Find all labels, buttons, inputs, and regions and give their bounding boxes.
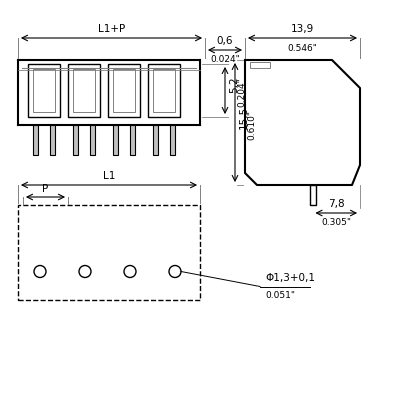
Bar <box>73 69 95 112</box>
Text: 0,6: 0,6 <box>217 36 233 46</box>
Bar <box>108 64 140 117</box>
Bar <box>33 69 55 112</box>
Bar <box>18 205 200 300</box>
Bar <box>113 125 118 155</box>
Bar <box>170 125 175 155</box>
Bar <box>148 64 180 117</box>
Text: L1: L1 <box>103 171 115 181</box>
Text: 0.051": 0.051" <box>265 292 295 300</box>
Bar <box>28 64 60 117</box>
Bar <box>153 69 175 112</box>
Bar <box>310 185 316 205</box>
Text: L1+P: L1+P <box>98 24 125 34</box>
Bar <box>90 125 95 155</box>
Text: 0.305": 0.305" <box>321 218 351 227</box>
Bar <box>73 125 78 155</box>
Text: 5,2: 5,2 <box>229 76 239 93</box>
Text: 0.610": 0.610" <box>247 110 256 140</box>
Bar <box>130 125 135 155</box>
Bar <box>113 69 135 112</box>
Text: 13,9: 13,9 <box>291 24 314 34</box>
Bar <box>250 62 270 68</box>
Text: 0.024": 0.024" <box>210 55 240 64</box>
Bar <box>33 125 38 155</box>
Bar <box>50 125 55 155</box>
Text: Φ1,3+0,1: Φ1,3+0,1 <box>265 272 315 282</box>
Text: 15,5: 15,5 <box>239 106 249 129</box>
Text: 0.204": 0.204" <box>237 78 246 107</box>
Text: 0.546": 0.546" <box>288 44 318 53</box>
Text: P: P <box>42 184 48 194</box>
Text: 7,8: 7,8 <box>328 199 344 209</box>
Bar <box>153 125 158 155</box>
Bar <box>68 64 100 117</box>
